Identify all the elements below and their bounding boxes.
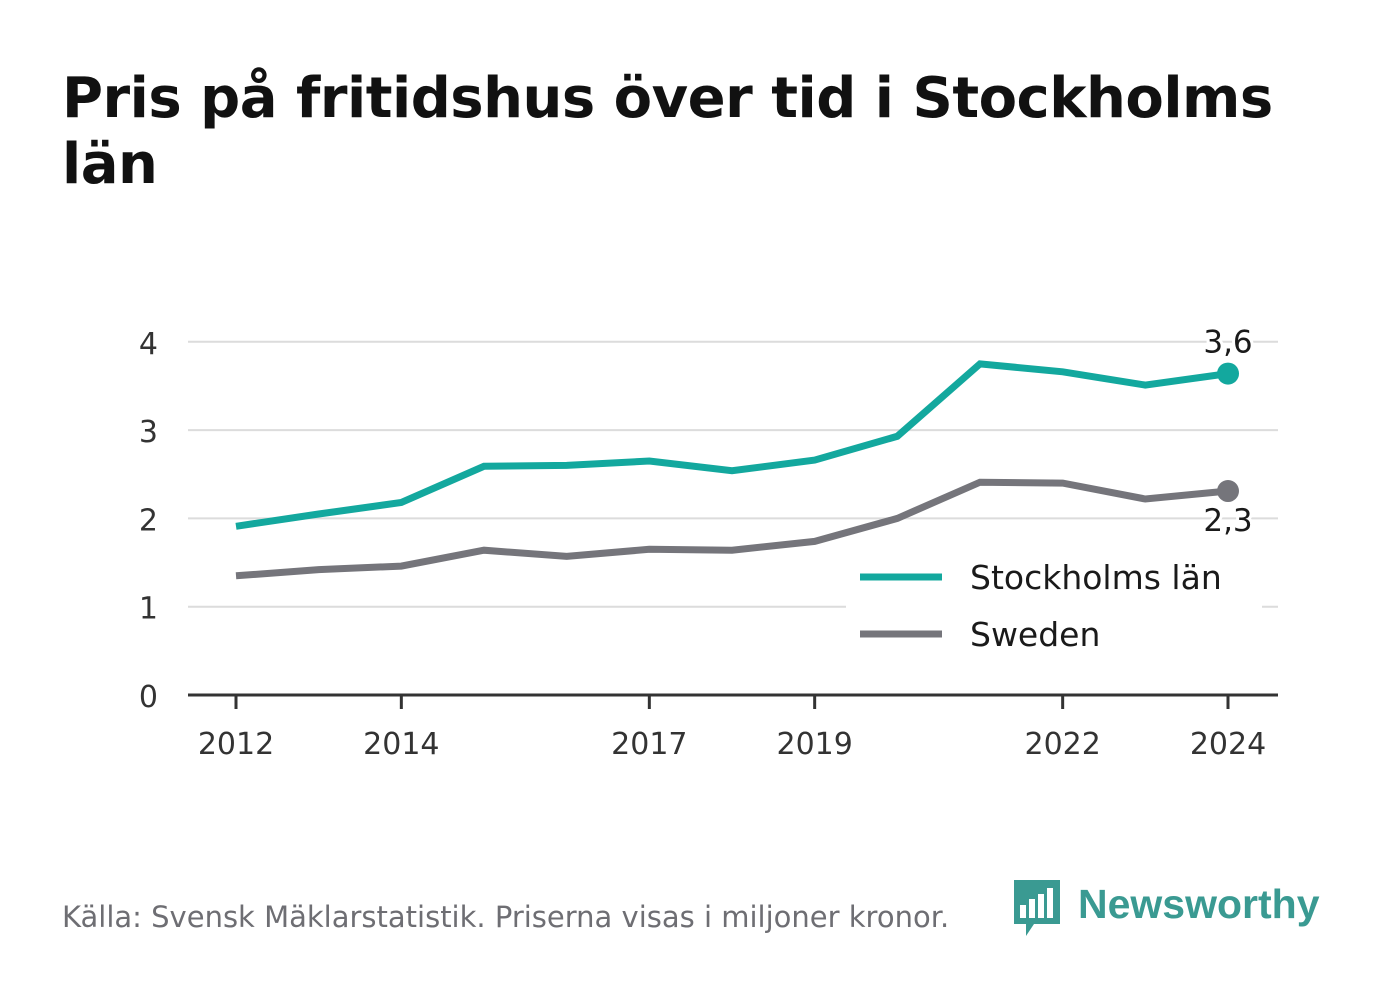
series-end-point-2 [1217,480,1239,503]
x-tick-label: 2017 [611,727,687,762]
brand: Newsworthy [1012,880,1320,938]
x-tick-label: 2012 [198,727,274,762]
y-tick-label: 0 [139,680,158,715]
y-tick-label: 4 [139,327,158,362]
legend-label-1: Stockholms län [970,558,1222,597]
y-tick-label: 3 [139,415,158,450]
legend-background [846,546,1262,664]
newsworthy-logo-icon [1014,880,1060,936]
legend-label-2: Sweden [970,615,1100,654]
x-tick-label: 2024 [1190,727,1266,762]
series-end-label-2: 2,3 [1203,503,1252,539]
brand-name: Newsworthy [1078,881,1320,927]
x-tick-label: 2019 [776,727,852,762]
x-tick-label: 2022 [1024,727,1100,762]
series-line-2 [235,478,1229,580]
series-end-point-1 [1217,362,1239,385]
x-tick-label: 2014 [363,727,439,762]
y-tick-label: 2 [139,503,158,538]
chart-title: Pris på fritidshus över tid i Stockholms… [62,66,1273,197]
series-end-label-1: 3,6 [1203,325,1252,361]
series-line-1 [235,360,1229,530]
source-note: Källa: Svensk Mäklarstatistik. Priserna … [62,900,950,934]
y-tick-label: 1 [139,592,158,627]
